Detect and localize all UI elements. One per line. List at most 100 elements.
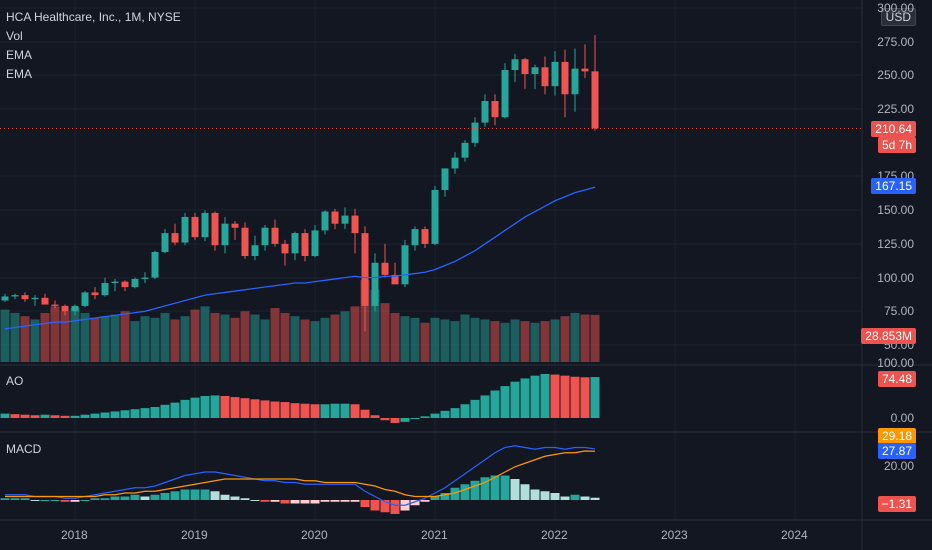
candle-body bbox=[401, 245, 409, 285]
macd-signal-line bbox=[5, 450, 596, 498]
legend-ema-1[interactable]: EMA bbox=[6, 48, 33, 62]
ao-bar bbox=[200, 396, 210, 418]
ao-tick: 100.00 bbox=[877, 356, 914, 370]
ao-bar bbox=[410, 418, 420, 420]
time-tick: 2021 bbox=[421, 528, 448, 542]
ao-bar bbox=[230, 397, 240, 418]
price-tick: 100.00 bbox=[877, 271, 914, 285]
volume-bar bbox=[410, 317, 420, 362]
candle-body bbox=[11, 295, 19, 297]
volume-bar bbox=[510, 319, 520, 362]
candle-body bbox=[81, 292, 89, 306]
volume-bar bbox=[0, 309, 10, 362]
candle-body bbox=[41, 297, 49, 305]
ao-bar bbox=[340, 403, 350, 418]
symbol-title[interactable]: HCA Healthcare, Inc., 1M, NYSE bbox=[6, 10, 181, 24]
volume-bar bbox=[370, 290, 380, 362]
volume-bar bbox=[550, 319, 560, 362]
volume-bar bbox=[490, 321, 500, 362]
ao-bar bbox=[550, 374, 560, 418]
candle-body bbox=[311, 230, 319, 257]
ao-bar bbox=[70, 415, 80, 418]
macd-hist-bar bbox=[540, 491, 550, 500]
candle-body bbox=[91, 292, 99, 296]
volume-bar bbox=[10, 312, 20, 362]
candle-body bbox=[521, 59, 529, 75]
volume-bar bbox=[260, 319, 270, 362]
ao-bar bbox=[590, 377, 600, 418]
volume-bar bbox=[120, 311, 130, 362]
ao-bar bbox=[20, 414, 30, 418]
price-tick: 225.00 bbox=[877, 102, 914, 116]
time-tick: 2023 bbox=[661, 528, 688, 542]
candle-body bbox=[171, 233, 179, 243]
volume-bar bbox=[310, 321, 320, 362]
ao-bar bbox=[490, 390, 500, 418]
ao-legend[interactable]: AO bbox=[6, 374, 24, 388]
volume-bar bbox=[180, 316, 190, 362]
macd-legend[interactable]: MACD bbox=[6, 442, 42, 456]
ao-bar bbox=[10, 414, 20, 418]
ao-bar bbox=[0, 413, 10, 418]
volume-bar bbox=[250, 314, 260, 362]
macd-hist-bar bbox=[410, 500, 420, 506]
ao-bar bbox=[380, 418, 390, 421]
ao-bar bbox=[260, 400, 270, 418]
ao-bar bbox=[300, 403, 310, 418]
volume-bar bbox=[270, 308, 280, 362]
macd-hist-bar bbox=[300, 500, 310, 504]
candle-body bbox=[531, 67, 539, 75]
candle-body bbox=[71, 305, 79, 312]
volume-bar bbox=[40, 312, 50, 362]
ao-bar bbox=[440, 410, 450, 418]
macd-line bbox=[5, 445, 596, 506]
ao-bar bbox=[160, 404, 170, 418]
volume-bar bbox=[220, 314, 230, 362]
macd-hist-bar bbox=[280, 500, 290, 504]
legend-ema-2[interactable]: EMA bbox=[6, 67, 33, 81]
volume-bar bbox=[480, 319, 490, 362]
candle-body bbox=[121, 281, 129, 288]
ao-bar bbox=[580, 377, 590, 418]
volume-bar bbox=[30, 319, 40, 362]
volume-bar bbox=[290, 316, 300, 362]
candle-body bbox=[321, 211, 329, 231]
volume-bar bbox=[50, 306, 60, 362]
ao-bar bbox=[350, 404, 360, 418]
ao-bar bbox=[540, 374, 550, 418]
candle-body bbox=[261, 227, 269, 246]
candle-body bbox=[391, 274, 399, 285]
macd-hist-bar bbox=[250, 500, 260, 501]
currency-button[interactable]: USD bbox=[880, 8, 916, 26]
macd-hist-bar bbox=[580, 496, 590, 500]
volume-bar bbox=[200, 306, 210, 362]
macd-hist-bar bbox=[220, 494, 230, 500]
macd-hist-bar bbox=[390, 500, 400, 514]
macd-hist-bar bbox=[340, 500, 350, 502]
macd-hist-bar bbox=[160, 493, 170, 500]
macd-hist-bar bbox=[90, 498, 100, 500]
macd-hist-bar bbox=[320, 500, 330, 502]
volume-bar bbox=[330, 314, 340, 362]
macd-hist-bar bbox=[240, 498, 250, 500]
candle-body bbox=[541, 67, 549, 87]
macd-tick: 20.00 bbox=[883, 459, 914, 473]
price-tick: 150.00 bbox=[877, 203, 914, 217]
last-price-badge: 210.64 bbox=[871, 121, 916, 137]
macd-hist-bar bbox=[70, 500, 80, 502]
time-tick: 2018 bbox=[61, 528, 88, 542]
ao-bar bbox=[110, 411, 120, 418]
ao-bar bbox=[60, 415, 70, 418]
macd-hist-bar bbox=[350, 500, 360, 502]
macd-hist-bar bbox=[130, 494, 140, 500]
ao-bar bbox=[520, 378, 530, 418]
candle-body bbox=[571, 68, 579, 95]
macd-hist-bar bbox=[0, 498, 10, 500]
candle-body bbox=[381, 262, 389, 275]
time-tick: 2020 bbox=[301, 528, 328, 542]
macd-hist-bar bbox=[550, 493, 560, 500]
ao-bar bbox=[130, 409, 140, 418]
legend-volume[interactable]: Vol bbox=[6, 29, 23, 43]
volume-bar bbox=[130, 321, 140, 362]
